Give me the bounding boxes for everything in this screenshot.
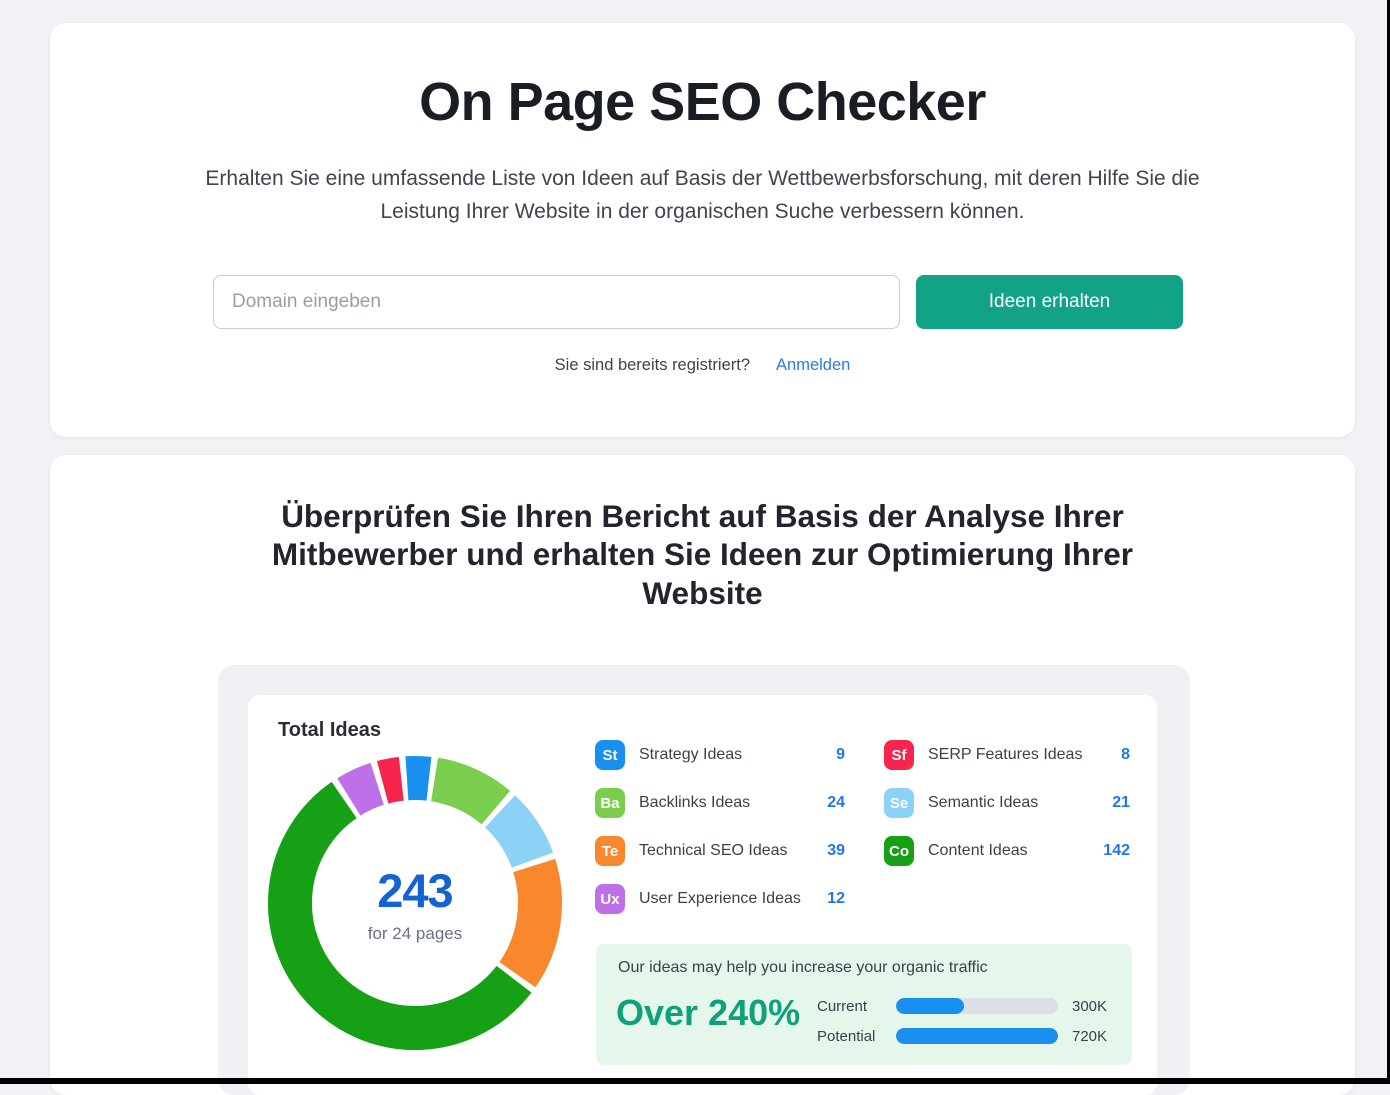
se-badge-icon: Se [884, 788, 914, 818]
ideas-legend-right: Sf SERP Features Ideas 8 Se Semantic Ideas 21… [884, 740, 1130, 884]
legend-label: User Experience Ideas [639, 890, 801, 907]
st-badge-icon: St [595, 740, 625, 770]
report-heading: Überprüfen Sie Ihren Bericht auf Basis d… [271, 498, 1134, 611]
donut-slice-se [484, 795, 554, 869]
traffic-forecast-box: Our ideas may help you increase your org… [596, 944, 1132, 1065]
traffic-highlight: Over 240% [616, 992, 801, 1033]
current-traffic-value: 300K [1072, 998, 1108, 1015]
legend-count[interactable]: 8 [1121, 746, 1130, 763]
legend-label: Semantic Ideas [928, 794, 1039, 811]
legend-item-st: St Strategy Ideas 9 [595, 740, 845, 770]
registered-question: Sie sind bereits registriert? [554, 356, 751, 374]
legend-label: Backlinks Ideas [639, 794, 751, 811]
legend-count[interactable]: 39 [827, 842, 845, 859]
total-ideas-title: Total Ideas [278, 719, 381, 741]
ideas-legend-left: St Strategy Ideas 9 Ba Backlinks Ideas 24 Te Te… [595, 740, 845, 932]
potential-traffic-value: 720K [1072, 1028, 1108, 1045]
potential-traffic-label: Potential [817, 1028, 876, 1045]
current-traffic-fill [896, 998, 964, 1014]
donut-slice-sf [376, 756, 405, 804]
donut-slice-ba [430, 757, 511, 825]
report-panel: Total Ideas 243 for 24 pages St Strategy … [218, 665, 1190, 1095]
legend-count[interactable]: 21 [1112, 794, 1130, 811]
potential-traffic-fill [896, 1028, 1058, 1044]
legend-item-ba: Ba Backlinks Ideas 24 [595, 788, 845, 818]
legend-item-co: Co Content Ideas 142 [884, 836, 1130, 866]
legend-item-ux: Ux User Experience Ideas 12 [595, 884, 845, 914]
current-traffic-bar [896, 998, 1058, 1014]
legend-item-se: Se Semantic Ideas 21 [884, 788, 1130, 818]
report-card: Überprüfen Sie Ihren Bericht auf Basis d… [50, 455, 1355, 1095]
donut-slice-te [499, 858, 562, 988]
legend-label: Strategy Ideas [639, 746, 743, 763]
legend-count[interactable]: 142 [1103, 842, 1130, 859]
screenshot-edge-bottom [0, 1078, 1390, 1084]
hero-description: Erhalten Sie eine umfassende Liste von I… [205, 167, 1200, 223]
signin-row: Sie sind bereits registriert? Anmelden [50, 356, 1355, 375]
legend-item-te: Te Technical SEO Ideas 39 [595, 836, 845, 866]
legend-item-sf: Sf SERP Features Ideas 8 [884, 740, 1130, 770]
legend-count[interactable]: 9 [836, 746, 845, 763]
ba-badge-icon: Ba [595, 788, 625, 818]
legend-count[interactable]: 24 [827, 794, 845, 811]
current-traffic-label: Current [817, 998, 868, 1015]
page-title: On Page SEO Checker [419, 72, 986, 132]
legend-label: Content Ideas [928, 842, 1028, 859]
legend-label: SERP Features Ideas [928, 746, 1083, 763]
te-badge-icon: Te [595, 836, 625, 866]
legend-count[interactable]: 12 [827, 890, 845, 907]
donut-slice-co [268, 781, 532, 1050]
donut-slice-ux [337, 762, 385, 816]
co-badge-icon: Co [884, 836, 914, 866]
get-ideas-button[interactable]: Ideen erhalten [916, 275, 1183, 329]
potential-traffic-bar [896, 1028, 1058, 1044]
legend-label: Technical SEO Ideas [639, 842, 788, 859]
donut-svg [268, 756, 562, 1050]
login-link[interactable]: Anmelden [776, 356, 851, 374]
total-ideas-widget: Total Ideas 243 for 24 pages St Strategy … [248, 695, 1157, 1095]
domain-input[interactable] [213, 275, 900, 329]
hero-card: On Page SEO Checker Erhalten Sie eine um… [50, 23, 1355, 437]
ideas-donut-chart: 243 for 24 pages [265, 753, 565, 1053]
ux-badge-icon: Ux [595, 884, 625, 914]
screenshot-edge-right [1387, 0, 1390, 1084]
donut-slice-st [405, 756, 432, 801]
sf-badge-icon: Sf [884, 740, 914, 770]
traffic-message: Our ideas may help you increase your org… [618, 959, 988, 976]
